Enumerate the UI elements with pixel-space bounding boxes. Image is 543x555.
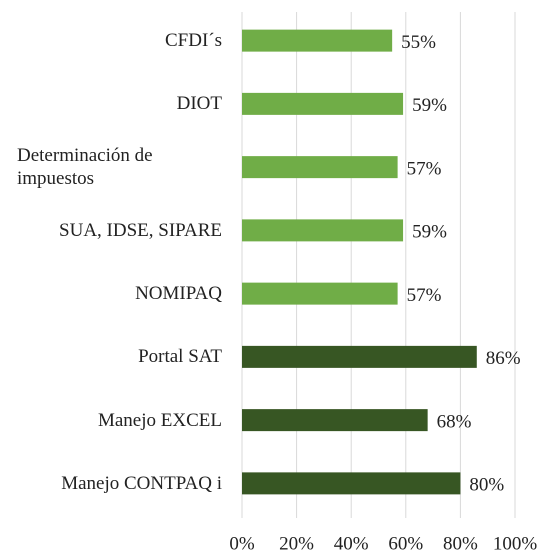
value-label: 59% xyxy=(412,222,447,243)
value-label: 57% xyxy=(407,158,442,179)
y-tick-label: Portal SAT xyxy=(0,327,222,387)
x-tick-label: 80% xyxy=(443,533,478,554)
category-text: CFDI´s xyxy=(164,30,222,52)
y-tick-label: CFDI´s xyxy=(0,11,222,71)
category-text: Determinación de impuestos xyxy=(17,145,153,190)
x-tick-label: 0% xyxy=(229,533,255,554)
y-tick-label: SUA, IDSE, SIPARE xyxy=(0,200,222,260)
bar xyxy=(242,92,404,115)
x-tick-label: 100% xyxy=(493,533,538,554)
bar xyxy=(242,156,398,179)
y-tick-label: NOMIPAQ xyxy=(0,264,222,324)
value-label: 55% xyxy=(401,32,436,53)
bar xyxy=(242,472,461,495)
category-text: NOMIPAQ xyxy=(135,283,222,305)
x-tick-label: 60% xyxy=(388,533,423,554)
y-tick-label: Manejo CONTPAQ i xyxy=(0,453,222,513)
bar xyxy=(242,282,398,305)
category-text: Manejo EXCEL xyxy=(97,409,222,431)
y-tick-label: DIOT xyxy=(0,74,222,134)
bar xyxy=(242,29,393,52)
value-label: 86% xyxy=(486,348,521,369)
value-label: 59% xyxy=(412,95,447,116)
category-text: SUA, IDSE, SIPARE xyxy=(59,219,222,241)
category-text: Manejo CONTPAQ i xyxy=(61,472,222,494)
value-label: 80% xyxy=(469,475,504,496)
y-tick-label: Determinación de impuestos xyxy=(0,137,222,197)
value-label: 68% xyxy=(437,411,472,432)
value-label: 57% xyxy=(407,285,442,306)
bar xyxy=(242,345,477,368)
bar xyxy=(242,219,404,242)
y-tick-label: Manejo EXCEL xyxy=(0,390,222,450)
category-text: DIOT xyxy=(176,93,222,115)
bar xyxy=(242,409,428,432)
x-tick-label: 20% xyxy=(279,533,314,554)
x-tick-label: 40% xyxy=(334,533,369,554)
category-text: Portal SAT xyxy=(138,346,222,368)
